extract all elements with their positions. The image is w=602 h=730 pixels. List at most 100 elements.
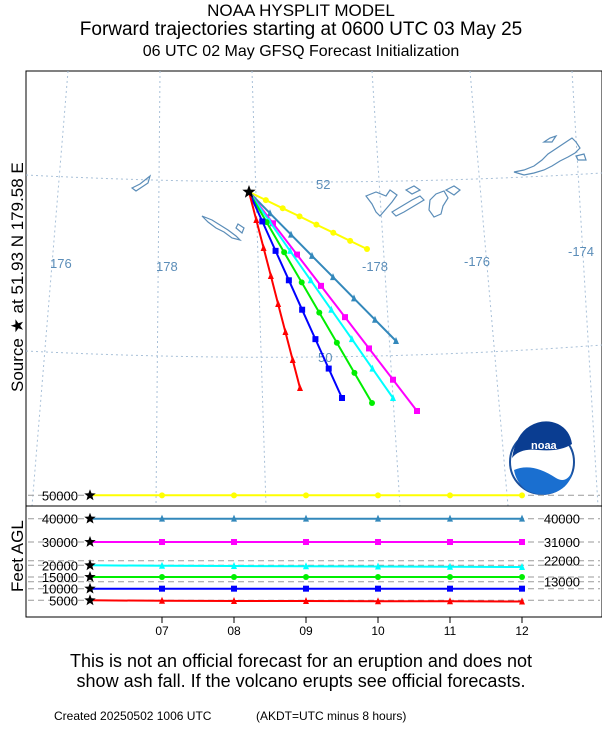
created-timestamp: Created 20250502 1006 UTC <box>54 709 212 723</box>
y-tick-label-left: 30000 <box>42 535 78 550</box>
trajectory-path <box>248 191 345 401</box>
height-marker <box>519 562 525 570</box>
latitude-line-52 <box>26 172 602 183</box>
height-marker <box>231 562 237 570</box>
height-marker <box>159 574 165 580</box>
star-icon <box>84 594 96 606</box>
height-marker <box>303 492 309 499</box>
star-icon <box>84 582 96 594</box>
height-marker <box>303 562 309 570</box>
height-marker <box>159 561 165 569</box>
trajectory-path <box>248 191 396 401</box>
trajectory-marker <box>313 221 320 228</box>
trajectory-path <box>248 191 370 252</box>
height-marker <box>159 585 165 592</box>
trajectory-marker <box>298 279 305 286</box>
coastlines <box>130 134 587 242</box>
island-outline <box>391 195 425 217</box>
trajectory-line <box>248 191 373 404</box>
trajectory-line <box>248 191 343 399</box>
star-icon <box>84 536 96 547</box>
height-series-line <box>90 585 525 592</box>
island-outline <box>444 185 462 196</box>
source-location-label: Source ★ at 51.93 N 179.58 E <box>8 162 27 392</box>
trajectory-marker <box>364 246 370 252</box>
island-outline <box>201 215 242 242</box>
y-tick-label-right: 31000 <box>544 535 580 550</box>
lon-label-176: 176 <box>50 256 72 271</box>
trajectory-marker <box>347 237 354 244</box>
trajectory-marker <box>259 218 266 225</box>
trajectory-marker <box>333 339 340 346</box>
trajectory-line <box>248 191 368 250</box>
trajectory-marker <box>348 335 355 343</box>
trajectory-marker <box>369 400 375 406</box>
source-star-icon <box>242 185 256 198</box>
height-marker <box>447 492 453 499</box>
height-marker <box>519 597 525 605</box>
trajectory-marker <box>307 276 314 284</box>
height-marker <box>375 574 381 580</box>
title-model: NOAA HYSPLIT MODEL <box>207 1 395 20</box>
timezone-note: (AKDT=UTC minus 8 hours) <box>256 709 407 723</box>
trajectory-marker <box>288 230 294 238</box>
height-marker <box>519 514 525 522</box>
height-start-markers <box>84 489 96 606</box>
island-outline <box>513 137 581 176</box>
height-marker <box>231 597 237 605</box>
trajectory-marker <box>342 314 348 321</box>
trajectory-path <box>248 191 399 344</box>
trajectory-line <box>248 191 394 399</box>
trajectory-marker <box>312 336 319 343</box>
height-axis-right: 40000 31000 22000 13000 <box>544 512 580 590</box>
height-marker <box>375 539 381 545</box>
height-marker <box>519 492 525 499</box>
title-trajectories: Forward trajectories starting at 0600 UT… <box>79 19 523 40</box>
height-marker <box>231 492 237 499</box>
star-icon <box>84 489 96 501</box>
height-marker <box>231 574 237 580</box>
trajectory-marker <box>299 306 306 313</box>
island-outline <box>235 223 245 234</box>
height-marker <box>159 596 165 604</box>
y-tick-label-right: 13000 <box>544 575 580 590</box>
trajectory-marker <box>393 337 399 344</box>
height-series-line <box>89 561 525 570</box>
trajectory-marker <box>390 394 396 401</box>
height-marker <box>375 597 381 605</box>
graticule <box>26 71 602 506</box>
height-marker <box>375 585 381 592</box>
trajectory-marker <box>282 328 289 335</box>
y-tick-label-right: 40000 <box>544 512 580 527</box>
x-tick-label: 07 <box>155 624 169 638</box>
trajectory-marker <box>270 220 276 227</box>
height-marker <box>303 514 309 522</box>
trajectory-marker <box>369 364 376 372</box>
trajectory-marker <box>262 197 269 204</box>
map-frame <box>25 70 602 507</box>
star-icon <box>84 559 96 571</box>
height-marker <box>303 574 309 580</box>
y-tick-label-left: 50000 <box>42 488 78 503</box>
trajectory-marker <box>281 249 288 256</box>
trajectory-marker <box>279 205 286 212</box>
height-marker <box>159 539 165 545</box>
lon-label-m174: -174 <box>568 244 594 259</box>
height-marker <box>231 539 237 545</box>
height-marker <box>303 597 309 605</box>
y-tick-label-left: 10000 <box>42 582 78 597</box>
x-tick-label: 08 <box>227 624 241 638</box>
height-marker <box>231 585 237 592</box>
height-marker <box>375 562 381 570</box>
y-tick-label-left: 15000 <box>42 570 78 585</box>
trajectory-marker <box>390 376 396 383</box>
trajectory-marker <box>267 272 274 279</box>
height-marker <box>447 562 453 570</box>
trajectory-marker <box>287 246 294 254</box>
trajectory-marker <box>325 365 332 372</box>
star-icon <box>84 512 96 524</box>
island-outline <box>428 190 449 218</box>
trajectory-path <box>248 191 303 391</box>
trajectory-marker <box>330 273 336 281</box>
